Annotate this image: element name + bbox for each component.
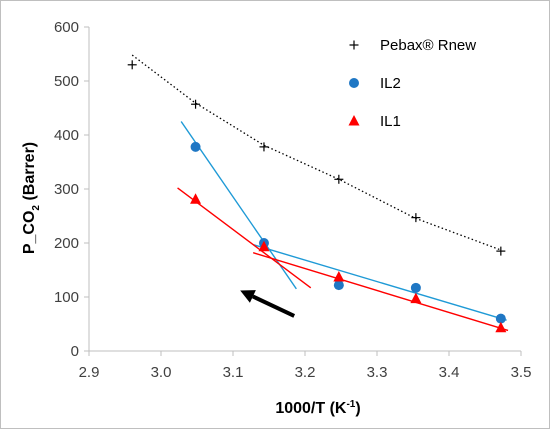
y-axis-title: P_CO2 (Barrer) [21, 142, 42, 254]
data-point-plus [411, 213, 421, 223]
data-point-plus [259, 142, 269, 152]
data-point-triangle [410, 292, 422, 304]
y-tick-label: 0 [71, 343, 79, 360]
trendlines [131, 54, 509, 332]
x-tick-label: 2.9 [79, 364, 100, 381]
data-point-triangle [258, 240, 270, 252]
data-point-circle [333, 280, 344, 291]
y-tick-label: 600 [54, 19, 79, 36]
legend: Pebax® Rnew IL2 IL1 [348, 37, 476, 130]
trendline [177, 187, 312, 289]
trendline-dotted [131, 54, 502, 251]
data-point-plus [127, 60, 137, 70]
x-tick-label: 3.2 [295, 364, 316, 381]
data-point-plus [334, 174, 344, 184]
x-tick-label: 3.4 [439, 364, 460, 381]
data-point-plus [349, 40, 359, 50]
trendline [252, 252, 509, 332]
x-tick-label: 3.1 [223, 364, 244, 381]
data-point-plus [496, 246, 506, 256]
data-point-triangle [333, 271, 345, 282]
y-tick-label: 300 [54, 181, 79, 198]
x-tick-label: 3.3 [367, 364, 388, 381]
data-point-plus [191, 99, 201, 109]
data-point-circle [349, 78, 359, 88]
data-points [127, 60, 507, 333]
data-point-circle [190, 141, 201, 152]
y-tick-label: 500 [54, 73, 79, 90]
arrow-head [240, 290, 256, 303]
y-tick-label: 100 [54, 289, 79, 306]
data-point-triangle [190, 193, 202, 204]
x-tick-label: 3.0 [151, 364, 172, 381]
data-point-triangle [348, 115, 360, 126]
legend-label: IL1 [380, 113, 401, 130]
legend-label: Pebax® Rnew [380, 37, 476, 54]
axes [88, 27, 521, 352]
x-tick-label: 3.5 [511, 364, 532, 381]
y-tick-label: 200 [54, 235, 79, 252]
data-point-circle [495, 313, 506, 324]
trendline [180, 121, 297, 290]
x-axis-title: 1000/T (K-1) [275, 399, 360, 417]
tick-labels: 0 100 200 300 400 500 600 2.9 3.0 3.1 3.2 3.3 3.4 3.5 [54, 19, 531, 381]
legend-label: IL2 [380, 75, 401, 92]
y-tick-label: 400 [54, 127, 79, 144]
data-point-triangle [495, 321, 507, 333]
trendline [252, 243, 507, 321]
arrow-shaft [252, 294, 296, 318]
annotation-arrow [240, 290, 296, 318]
data-point-circle [410, 282, 421, 293]
